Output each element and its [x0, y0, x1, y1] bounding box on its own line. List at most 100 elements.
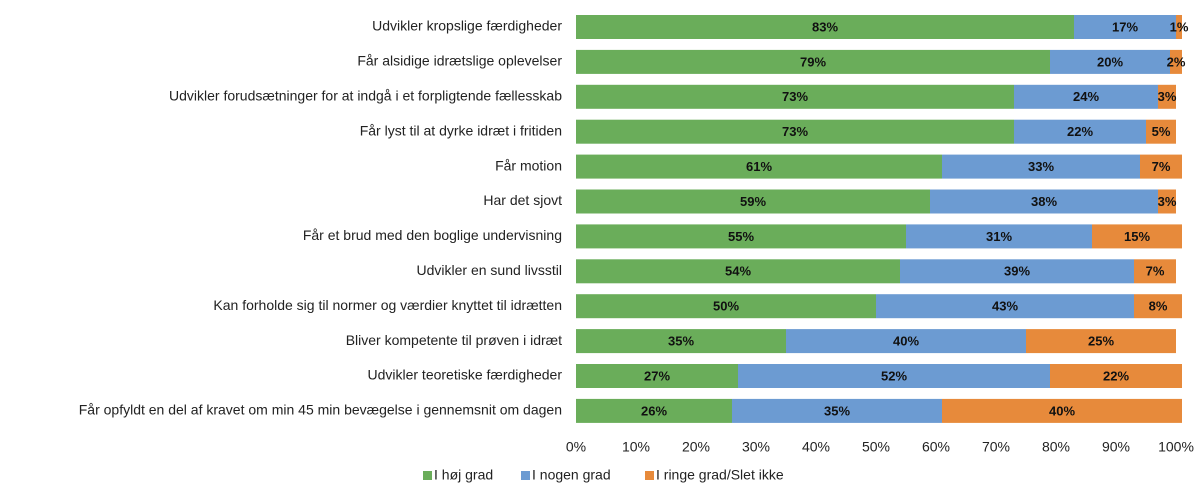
x-tick-label: 0%: [566, 439, 586, 455]
legend-label: I ringe grad/Slet ikke: [656, 467, 784, 483]
bar-segment: [732, 398, 942, 423]
bar-segment: [1176, 15, 1182, 39]
value-label: 52%: [881, 368, 907, 383]
value-label: 20%: [1097, 54, 1123, 69]
category-label: Har det sjovt: [483, 192, 562, 208]
category-label: Kan forholde sig til normer og værdier k…: [213, 297, 562, 313]
category-label: Bliver kompetente til prøven i idræt: [346, 332, 562, 348]
bar-segment: [1140, 154, 1182, 179]
category-label: Udvikler teoretiske færdigheder: [367, 367, 562, 383]
bar-segment: [576, 398, 732, 423]
x-tick-label: 100%: [1158, 439, 1194, 455]
category-label: Får et brud med den boglige undervisning: [303, 227, 562, 243]
legend-swatch: [645, 471, 654, 480]
legend-swatch: [423, 471, 432, 480]
bar-segment: [1050, 49, 1170, 74]
bar-segment: [576, 329, 786, 354]
value-label: 83%: [812, 19, 838, 34]
value-label: 43%: [992, 299, 1018, 314]
value-label: 3%: [1158, 89, 1177, 104]
bar-segment: [738, 364, 1050, 388]
category-label: Udvikler en sund livsstil: [417, 262, 563, 278]
bar-segment: [1074, 15, 1176, 39]
bar-segment: [576, 15, 1074, 39]
bar-segment: [576, 84, 1014, 109]
bar-segment: [1014, 119, 1146, 144]
value-label: 33%: [1028, 159, 1054, 174]
category-label: Får opfyldt en del af kravet om min 45 m…: [79, 402, 562, 418]
category-label: Udvikler kropslige færdigheder: [372, 18, 562, 34]
bar-segment: [1092, 224, 1182, 249]
bar-segment: [1026, 329, 1176, 354]
value-label: 73%: [782, 124, 808, 139]
value-label: 54%: [725, 264, 751, 279]
value-label: 61%: [746, 159, 772, 174]
bar-segment: [900, 259, 1134, 284]
value-label: 59%: [740, 194, 766, 209]
x-tick-label: 90%: [1102, 439, 1130, 455]
category-label: Udvikler forudsætninger for at indgå i e…: [169, 88, 562, 104]
value-label: 79%: [800, 54, 826, 69]
value-label: 35%: [824, 403, 850, 418]
bar-segment: [942, 154, 1140, 179]
legend-label: I nogen grad: [532, 467, 611, 483]
legend-swatch: [521, 471, 530, 480]
value-label: 7%: [1146, 264, 1165, 279]
x-tick-label: 30%: [742, 439, 770, 455]
value-label: 25%: [1088, 334, 1114, 349]
legend-label: I høj grad: [434, 467, 493, 483]
value-label: 2%: [1167, 54, 1186, 69]
bar-segment: [876, 294, 1134, 319]
value-label: 55%: [728, 229, 754, 244]
value-label: 5%: [1152, 124, 1171, 139]
value-label: 73%: [782, 89, 808, 104]
bar-segment: [1170, 49, 1182, 74]
bar-segment: [1134, 259, 1176, 284]
bar-segment: [930, 189, 1158, 214]
bar-segment: [576, 189, 930, 214]
value-label: 22%: [1103, 368, 1129, 383]
bar-segment: [576, 364, 738, 388]
bar-segment: [786, 329, 1026, 354]
x-tick-label: 10%: [622, 439, 650, 455]
value-label: 1%: [1170, 19, 1189, 34]
bar-segment: [1158, 189, 1176, 214]
bar-segment: [1146, 119, 1176, 144]
bar-segment: [906, 224, 1092, 249]
value-label: 39%: [1004, 264, 1030, 279]
x-tick-label: 70%: [982, 439, 1010, 455]
x-tick-label: 80%: [1042, 439, 1070, 455]
x-tick-label: 60%: [922, 439, 950, 455]
value-label: 15%: [1124, 229, 1150, 244]
value-label: 40%: [893, 334, 919, 349]
value-label: 50%: [713, 299, 739, 314]
category-label: Får motion: [495, 157, 562, 173]
value-label: 31%: [986, 229, 1012, 244]
bar-segment: [942, 398, 1182, 423]
bar-segment: [576, 224, 906, 249]
category-label: Får alsidige idrætslige oplevelser: [357, 53, 562, 69]
bar-segment: [576, 294, 876, 319]
value-label: 24%: [1073, 89, 1099, 104]
bar-segment: [1134, 294, 1182, 319]
bar-segment: [1158, 84, 1176, 109]
value-label: 27%: [644, 368, 670, 383]
value-label: 22%: [1067, 124, 1093, 139]
value-label: 7%: [1152, 159, 1171, 174]
category-label: Får lyst til at dyrke idræt i fritiden: [360, 122, 562, 138]
bar-segment: [576, 259, 900, 284]
value-label: 35%: [668, 334, 694, 349]
value-label: 26%: [641, 403, 667, 418]
value-label: 3%: [1158, 194, 1177, 209]
value-label: 8%: [1149, 299, 1168, 314]
bar-segment: [576, 49, 1050, 74]
value-label: 38%: [1031, 194, 1057, 209]
x-tick-label: 20%: [682, 439, 710, 455]
value-label: 17%: [1112, 19, 1138, 34]
bar-segment: [576, 154, 942, 179]
bar-segment: [1014, 84, 1158, 109]
value-label: 40%: [1049, 403, 1075, 418]
x-tick-label: 40%: [802, 439, 830, 455]
